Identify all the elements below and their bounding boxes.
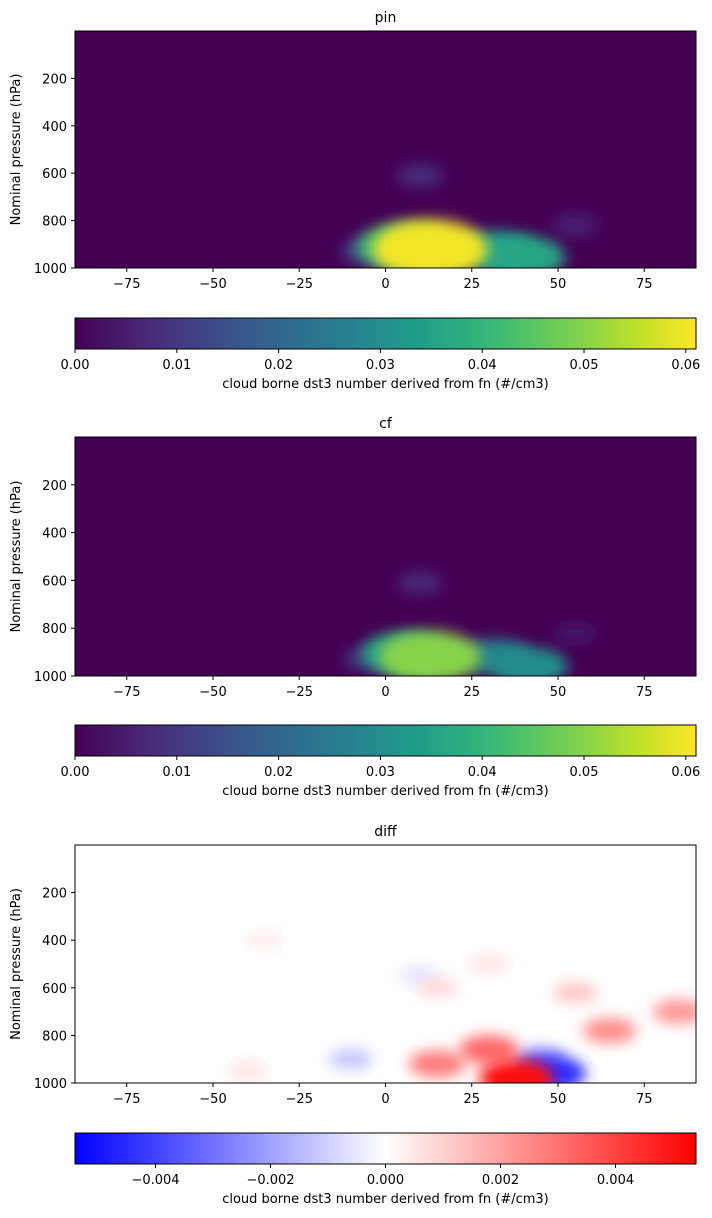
- y-tick-label: 200: [42, 887, 67, 902]
- colorbar-tick-label: 0.05: [570, 358, 599, 373]
- y-tick-label: 600: [42, 982, 67, 997]
- x-tick-label: −25: [286, 1092, 313, 1107]
- y-axis-label: Nominal pressure (hPa): [9, 74, 24, 226]
- y-tick-label: 1000: [34, 1077, 67, 1092]
- heatmap-cell: [397, 572, 443, 594]
- y-tick-label: 1000: [34, 262, 67, 277]
- y-tick-label: 800: [42, 215, 67, 230]
- x-tick-label: −50: [199, 277, 226, 292]
- x-tick-label: −25: [286, 685, 313, 700]
- heatmap-cell: [328, 1048, 374, 1070]
- colorbar-tick-label: 0.02: [264, 765, 293, 780]
- x-tick-label: −75: [113, 1092, 140, 1107]
- x-tick-label: −75: [113, 277, 140, 292]
- heatmap-cell: [373, 219, 488, 268]
- x-tick-label: −75: [113, 685, 140, 700]
- heatmap-cell: [459, 1035, 519, 1065]
- y-axis-label: Nominal pressure (hPa): [9, 888, 24, 1040]
- x-tick-label: 75: [636, 1092, 653, 1107]
- x-tick-label: 50: [550, 277, 567, 292]
- x-tick-label: 50: [550, 685, 567, 700]
- x-tick-label: 50: [550, 1092, 567, 1107]
- x-tick-label: 0: [381, 1092, 389, 1107]
- heatmap-cell: [468, 954, 510, 974]
- y-axis-label: Nominal pressure (hPa): [9, 481, 24, 633]
- y-tick-label: 800: [42, 1029, 67, 1044]
- heatmap-cell: [245, 931, 285, 950]
- heatmap-cell: [554, 623, 596, 643]
- panel-diff: diff Nominal pressure (hPa) 200 400 600 800 10…: [9, 824, 697, 1207]
- colorbar: [74, 1132, 697, 1165]
- colorbar-label: cloud borne dst3 number derived from fn …: [222, 377, 549, 392]
- colorbar-tick-label: 0.00: [61, 358, 90, 373]
- colorbar-label: cloud borne dst3 number derived from fn …: [222, 1192, 549, 1207]
- colorbar-tick-label: 0.01: [162, 765, 191, 780]
- colorbar-tick-label: 0.06: [671, 765, 700, 780]
- colorbar-tick-label: 0.06: [671, 358, 700, 373]
- x-tick-label: 25: [463, 1092, 480, 1107]
- y-tick-label: 600: [42, 167, 67, 182]
- heatmap-cell: [227, 1061, 268, 1081]
- colorbar-tick-label: 0.02: [264, 358, 293, 373]
- heatmap-cell: [479, 1059, 554, 1083]
- y-tick-label: 600: [42, 574, 67, 589]
- colorbar-tick-label: 0.002: [482, 1173, 519, 1188]
- heatmap-cell: [492, 647, 569, 676]
- panel-title: diff: [374, 824, 397, 840]
- colorbar-tick-label: 0.01: [162, 358, 191, 373]
- y-tick-label: 800: [42, 622, 67, 637]
- x-tick-label: 0: [381, 685, 389, 700]
- colorbar-label: cloud borne dst3 number derived from fn …: [222, 784, 549, 799]
- colorbar-tick-label: 0.00: [61, 765, 90, 780]
- heatmap-cell: [553, 215, 598, 236]
- heatmap-cells: [227, 931, 696, 1083]
- heatmap-cells: [341, 164, 598, 268]
- colorbar-tick-label: 0.03: [366, 765, 395, 780]
- colorbar: [74, 317, 697, 350]
- colorbar-tick-label: −0.004: [131, 1173, 179, 1188]
- y-tick-label: 200: [42, 72, 67, 87]
- colorbar-tick-label: −0.002: [246, 1173, 294, 1188]
- heatmap-cell: [582, 1017, 637, 1044]
- x-tick-label: −50: [199, 1092, 226, 1107]
- x-tick-label: −50: [199, 685, 226, 700]
- x-tick-label: 25: [463, 277, 480, 292]
- colorbar-tick-label: 0.03: [366, 358, 395, 373]
- colorbar-tick-label: 0.04: [468, 358, 497, 373]
- heatmap-background: [75, 845, 696, 1083]
- colorbar: [74, 724, 697, 757]
- heatmap-cell: [416, 978, 459, 998]
- y-tick-label: 200: [42, 479, 67, 494]
- colorbar-tick-label: 0.004: [597, 1173, 634, 1188]
- y-tick-label: 1000: [34, 670, 67, 685]
- heatmap-cell: [552, 982, 598, 1004]
- y-tick-label: 400: [42, 934, 67, 949]
- colorbar-tick-label: 0.04: [468, 765, 497, 780]
- x-tick-label: 25: [463, 685, 480, 700]
- y-tick-label: 400: [42, 527, 67, 542]
- colorbar-tick-label: 0.000: [367, 1173, 404, 1188]
- heatmap-cell: [408, 1050, 466, 1078]
- x-tick-label: 75: [636, 685, 653, 700]
- x-tick-label: −25: [286, 277, 313, 292]
- heatmap-cell: [379, 630, 482, 676]
- x-tick-label: 75: [636, 277, 653, 292]
- x-tick-label: 0: [381, 277, 389, 292]
- panel-title: cf: [379, 416, 393, 432]
- heatmap-cell: [481, 236, 566, 268]
- y-tick-label: 400: [42, 120, 67, 135]
- heatmap-cell: [652, 999, 696, 1025]
- panel-pin: pin Nominal pressure (hPa) 200 400 600 800 100…: [9, 10, 700, 392]
- panel-title: pin: [375, 10, 397, 26]
- colorbar-tick-label: 0.05: [570, 765, 599, 780]
- heatmap-cells: [343, 572, 596, 676]
- heatmap-cell: [396, 164, 444, 187]
- panel-cf: cf Nominal pressure (hPa) 200 400 600 800 1000…: [9, 416, 700, 799]
